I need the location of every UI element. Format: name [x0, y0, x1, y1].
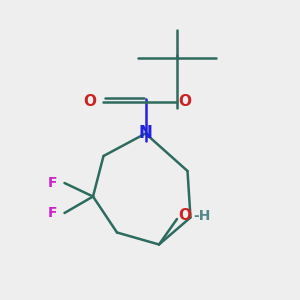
Text: -H: -H [194, 209, 211, 223]
Text: F: F [47, 206, 57, 220]
Text: N: N [139, 124, 152, 142]
Text: O: O [83, 94, 96, 110]
Text: O: O [178, 208, 191, 224]
Text: F: F [47, 176, 57, 190]
Text: O: O [178, 94, 191, 110]
